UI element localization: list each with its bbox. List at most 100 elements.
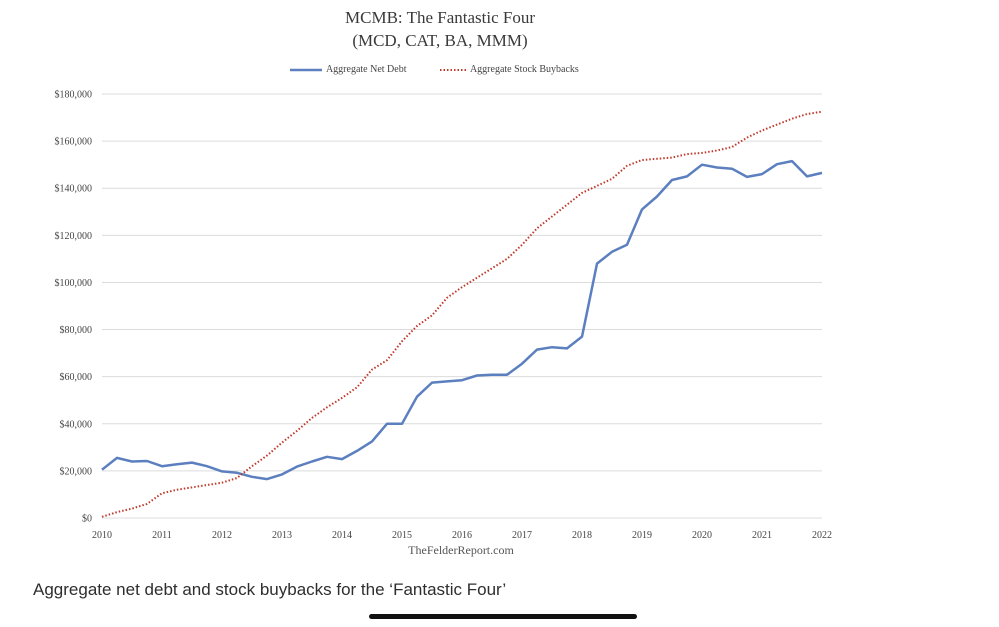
buybacks-point	[536, 228, 537, 229]
home-indicator[interactable]	[369, 614, 637, 619]
net-debt-point	[701, 164, 702, 165]
buybacks-point	[461, 287, 462, 288]
buybacks-point	[626, 165, 627, 166]
net-debt-point	[341, 459, 342, 460]
x-tick-label: 2014	[332, 530, 352, 541]
net-debt-point	[431, 382, 432, 383]
legend-swatch-net-debt	[290, 68, 322, 71]
y-tick-label: $100,000	[55, 278, 93, 289]
net-debt-point	[746, 176, 747, 177]
x-tick-label: 2016	[452, 530, 472, 541]
x-tick-label: 2018	[572, 530, 592, 541]
x-tick-label: 2017	[512, 530, 532, 541]
net-debt-point	[641, 209, 642, 210]
buybacks-point	[281, 442, 282, 443]
buybacks-point	[776, 124, 777, 125]
x-tick-label: 2022	[812, 530, 832, 541]
net-debt-point	[161, 466, 162, 467]
buybacks-point	[791, 118, 792, 119]
y-tick-label: $180,000	[55, 90, 93, 101]
buybacks-point	[491, 268, 492, 269]
y-tick-label: $20,000	[60, 466, 93, 477]
y-tick-label: $0	[82, 514, 92, 525]
net-debt-point	[626, 244, 627, 245]
y-tick-label: $40,000	[60, 419, 93, 430]
buybacks-point	[431, 315, 432, 316]
x-axis-ticks: 2010 2011 2012 2013 2014 2015 2016 2017 2018 2019…	[92, 530, 832, 541]
net-debt-point	[176, 464, 177, 465]
buybacks-point	[806, 113, 807, 114]
x-tick-label: 2020	[692, 530, 712, 541]
buybacks-point	[296, 430, 297, 431]
buybacks-point	[476, 277, 477, 278]
grid-lines	[102, 93, 822, 519]
net-debt-point	[191, 462, 192, 463]
x-tick-label: 2012	[212, 530, 232, 541]
net-debt-point	[806, 176, 807, 177]
net-debt-point	[671, 179, 672, 180]
net-debt-point	[326, 456, 327, 457]
buybacks-point	[611, 178, 612, 179]
buybacks-point	[131, 508, 132, 509]
net-debt-point	[446, 381, 447, 382]
net-debt-point	[356, 450, 357, 451]
legend-label-buybacks: Aggregate Stock Buybacks	[469, 64, 579, 75]
x-tick-label: 2010	[92, 530, 112, 541]
net-debt-point	[536, 349, 537, 350]
net-debt-point	[416, 396, 417, 397]
net-debt-point	[146, 460, 147, 461]
buybacks-point	[521, 244, 522, 245]
buybacks-point	[506, 258, 507, 259]
legend-item-net-debt: Aggregate Net Debt	[290, 64, 406, 75]
x-tick-label: 2019	[632, 530, 652, 541]
buybacks-point	[641, 159, 642, 160]
net-debt-point	[521, 363, 522, 364]
buybacks-point	[386, 360, 387, 361]
net-debt-point	[596, 263, 597, 264]
buybacks-point	[446, 297, 447, 298]
buybacks-point	[116, 511, 117, 512]
buybacks-point	[581, 192, 582, 193]
net-debt-point	[461, 380, 462, 381]
net-debt-point	[206, 466, 207, 467]
net-debt-point	[506, 374, 507, 375]
buybacks-point	[656, 158, 657, 159]
net-debt-point	[716, 167, 717, 168]
x-tick-label: 2013	[272, 530, 292, 541]
net-debt-point	[686, 176, 687, 177]
net-debt-point	[791, 161, 792, 162]
series-line-net-debt	[101, 159, 823, 481]
y-tick-label: $120,000	[55, 231, 93, 242]
buybacks-point	[671, 157, 672, 158]
buybacks-point	[701, 152, 702, 153]
y-tick-label: $80,000	[60, 325, 93, 336]
buybacks-point	[401, 341, 402, 342]
legend-label-net-debt: Aggregate Net Debt	[325, 64, 407, 75]
buybacks-point	[161, 493, 162, 494]
buybacks-point	[236, 477, 237, 478]
y-tick-label: $60,000	[60, 372, 93, 383]
x-tick-label: 2015	[392, 530, 412, 541]
net-debt-point	[566, 348, 567, 349]
buybacks-point	[176, 489, 177, 490]
net-debt-point	[116, 457, 117, 458]
x-tick-label: 2011	[152, 530, 172, 541]
net-debt-point	[266, 479, 267, 480]
buybacks-point	[251, 466, 252, 467]
net-debt-point	[821, 172, 822, 173]
buybacks-point	[551, 216, 552, 217]
buybacks-point	[266, 455, 267, 456]
buybacks-point	[101, 516, 102, 517]
net-debt-point	[611, 251, 612, 252]
buybacks-point	[746, 137, 747, 138]
chart-subtitle: (MCD, CAT, BA, MMM)	[352, 31, 528, 50]
buybacks-point	[326, 407, 327, 408]
net-debt-point	[371, 441, 372, 442]
net-debt-point	[221, 471, 222, 472]
buybacks-point	[356, 387, 357, 388]
net-debt-point	[731, 168, 732, 169]
buybacks-point	[566, 204, 567, 205]
net-debt-point	[281, 474, 282, 475]
net-debt-point	[776, 164, 777, 165]
